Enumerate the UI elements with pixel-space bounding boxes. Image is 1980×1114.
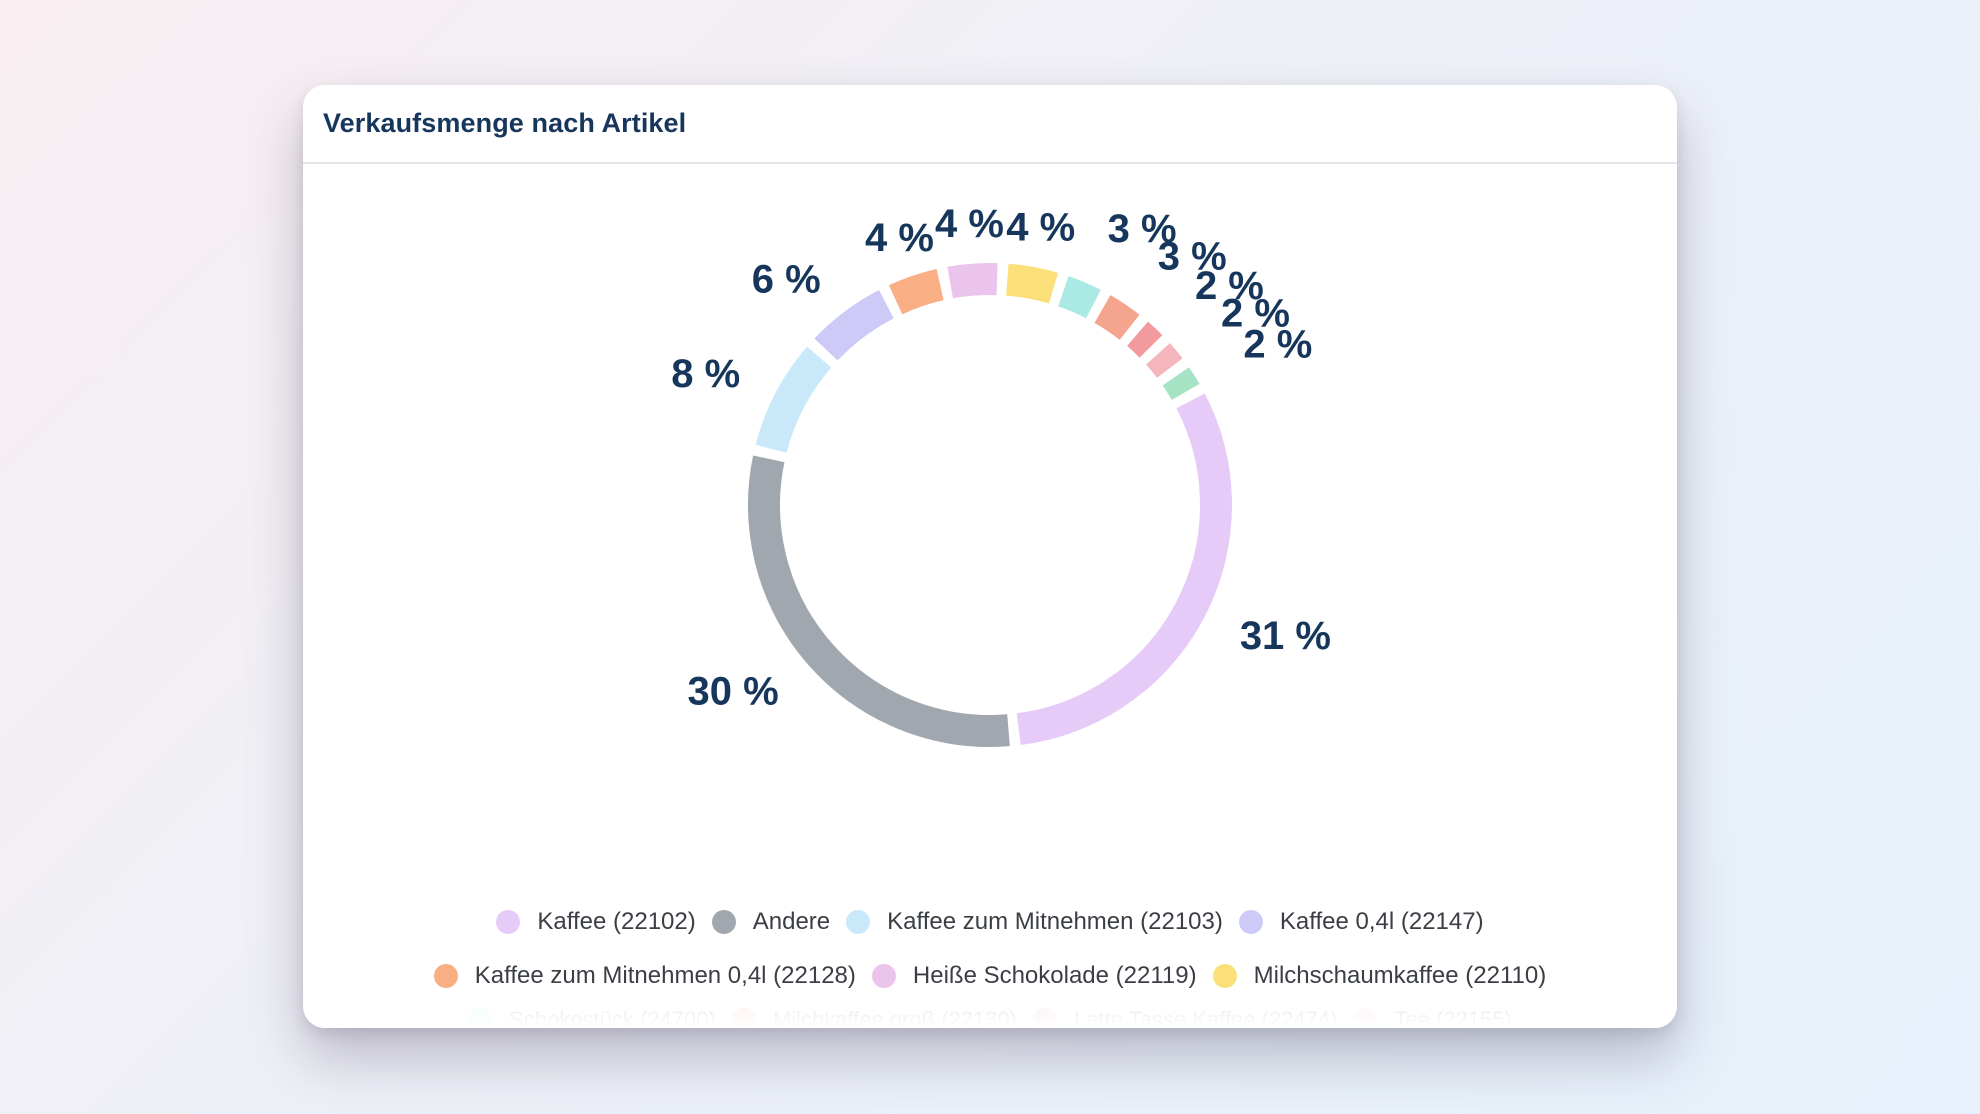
legend-swatch: [496, 910, 521, 934]
donut-value-label: 4 %: [865, 216, 934, 260]
legend-swatch: [433, 964, 458, 988]
donut-slice[interactable]: [1126, 321, 1163, 358]
legend-label: Milchschaumkaffee (22110): [1253, 962, 1547, 989]
donut-slice[interactable]: [1057, 276, 1101, 319]
legend-label: Kaffee (22102): [537, 908, 696, 935]
donut-slice[interactable]: [814, 289, 894, 361]
donut-slice[interactable]: [947, 263, 998, 299]
legend-swatch: [711, 910, 736, 934]
donut-value-label: 4 %: [935, 202, 1004, 246]
donut-value-labels: 30 %8 %6 %4 % 4 % 4 % 3 %3 %2 %2 %2 %31 %: [671, 202, 1331, 714]
card-title: Verkaufsmenge nach Artikel: [323, 108, 687, 138]
legend-swatch: [1212, 964, 1237, 988]
chart-card: Verkaufsmenge nach Artikel 30 % 8 % 6 % 4 %…: [303, 85, 1677, 1028]
legend-swatch: [1238, 910, 1263, 934]
legend-label: Heiße Schokolade (22119): [912, 962, 1197, 989]
legend-swatch: [871, 964, 896, 988]
donut-chart: 30 %8 %6 %4 % 4 % 4 % 3 %3 %2 %2 %2 %31 %: [671, 202, 1331, 747]
legend-item[interactable]: Andere: [711, 908, 831, 936]
donut-slice[interactable]: [748, 455, 1010, 747]
donut-slice[interactable]: [1162, 367, 1200, 401]
donut-value-label: 3 %: [1108, 207, 1177, 251]
donut-value-label: 3 %: [1158, 234, 1227, 278]
donut-value-label: 4 %: [1006, 206, 1075, 250]
legend-label: Kaffee zum Mitnehmen (22103): [887, 908, 1223, 935]
legend-item[interactable]: Kaffee 0,4l (22147): [1238, 908, 1484, 936]
donut-value-label: 2 %: [1195, 264, 1264, 308]
donut-value-label: 31 %: [1240, 614, 1331, 658]
donut-value-label: 6 %: [752, 258, 821, 302]
donut-slice[interactable]: [1094, 295, 1140, 341]
legend-label: Kaffee 0,4l (22147): [1279, 908, 1484, 935]
legend-swatch: [846, 910, 871, 934]
legend-item[interactable]: Heiße Schokolade (22119): [871, 962, 1197, 990]
donut-value-label: 30 %: [687, 670, 778, 714]
donut-value-label: 2 %: [1243, 322, 1312, 366]
donut-slice[interactable]: [888, 268, 944, 315]
legend-item[interactable]: Kaffee (22102): [496, 908, 696, 936]
legend-item[interactable]: Kaffee zum Mitnehmen (22103): [846, 908, 1223, 936]
donut-slice[interactable]: [755, 346, 832, 454]
legend-label: Andere: [752, 908, 831, 935]
donut-value-label: 2 %: [1221, 292, 1290, 336]
donut-slice[interactable]: [1005, 263, 1059, 304]
legend-fade-overlay: [303, 1003, 1677, 1028]
legend-row: Kaffee (22102) Andere Kaffee zum Mitnehmen…: [488, 895, 1491, 949]
donut-slice[interactable]: [1146, 343, 1183, 378]
donut-slices: [748, 263, 1232, 747]
legend-item[interactable]: Kaffee zum Mitnehmen 0,4l (22128): [433, 962, 856, 990]
card-header: Verkaufsmenge nach Artikel: [303, 85, 1677, 164]
donut-value-label: 8 %: [671, 352, 740, 396]
legend-label: Kaffee zum Mitnehmen 0,4l (22128): [474, 962, 856, 989]
donut-slice[interactable]: [1016, 393, 1232, 746]
legend-item[interactable]: Milchschaumkaffee (22110): [1212, 962, 1547, 990]
legend-row: Kaffee zum Mitnehmen 0,4l (22128) Heiße S…: [426, 949, 1554, 1003]
